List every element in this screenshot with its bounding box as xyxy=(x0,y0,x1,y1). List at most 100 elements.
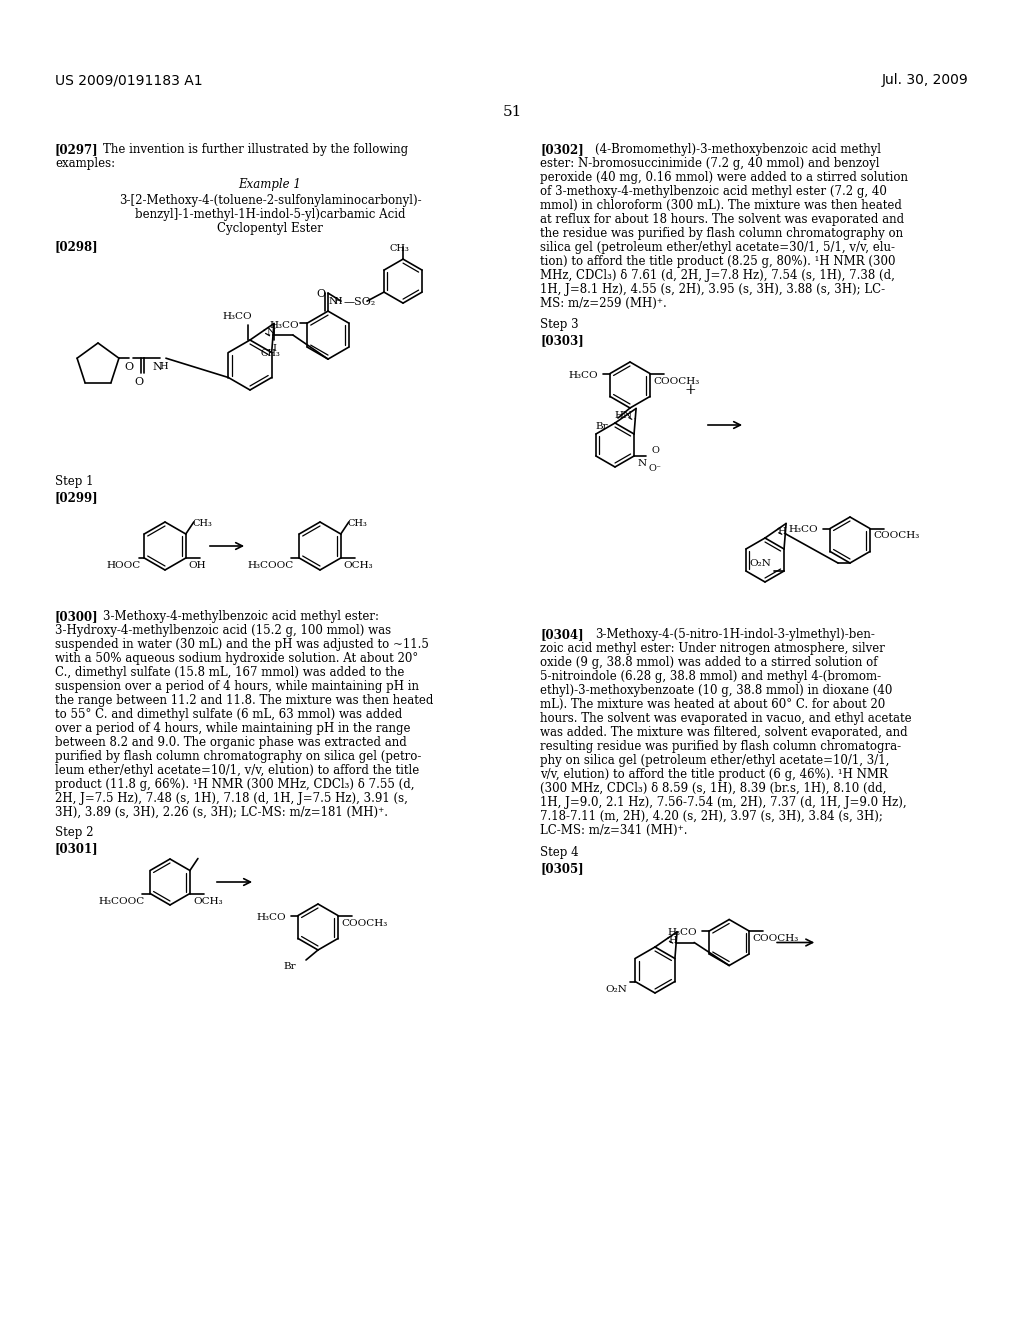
Text: CH₃: CH₃ xyxy=(193,519,213,528)
Text: H₃CO: H₃CO xyxy=(788,525,818,535)
Text: H: H xyxy=(669,936,677,945)
Text: zoic acid methyl ester: Under nitrogen atmosphere, silver: zoic acid methyl ester: Under nitrogen a… xyxy=(540,642,885,655)
Text: ethyl)-3-methoxybenzoate (10 g, 38.8 mmol) in dioxane (40: ethyl)-3-methoxybenzoate (10 g, 38.8 mmo… xyxy=(540,684,892,697)
Text: OCH₃: OCH₃ xyxy=(193,896,222,906)
Text: H₃CO: H₃CO xyxy=(222,312,252,321)
Text: OH: OH xyxy=(188,561,207,570)
Text: N: N xyxy=(328,297,337,306)
Text: purified by flash column chromatography on silica gel (petro-: purified by flash column chromatography … xyxy=(55,750,421,763)
Text: O: O xyxy=(316,289,326,300)
Text: CH₃: CH₃ xyxy=(389,244,409,253)
Text: tion) to afford the title product (8.25 g, 80%). ¹H NMR (300: tion) to afford the title product (8.25 … xyxy=(540,255,896,268)
Text: to 55° C. and dimethyl sulfate (6 mL, 63 mmol) was added: to 55° C. and dimethyl sulfate (6 mL, 63… xyxy=(55,708,402,721)
Text: O: O xyxy=(134,378,143,387)
Text: Step 4: Step 4 xyxy=(540,846,579,859)
Text: H: H xyxy=(333,297,342,306)
Text: MS: m/z=259 (MH)⁺.: MS: m/z=259 (MH)⁺. xyxy=(540,297,667,310)
Text: peroxide (40 mg, 0.16 mmol) were added to a stirred solution: peroxide (40 mg, 0.16 mmol) were added t… xyxy=(540,172,908,183)
Text: mL). The mixture was heated at about 60° C. for about 20: mL). The mixture was heated at about 60°… xyxy=(540,698,886,711)
Text: Step 1: Step 1 xyxy=(55,475,93,488)
Text: 2H, J=7.5 Hz), 7.48 (s, 1H), 7.18 (d, 1H, J=7.5 Hz), 3.91 (s,: 2H, J=7.5 Hz), 7.48 (s, 1H), 7.18 (d, 1H… xyxy=(55,792,408,805)
Text: leum ether/ethyl acetate=10/1, v/v, elution) to afford the title: leum ether/ethyl acetate=10/1, v/v, elut… xyxy=(55,764,419,777)
Text: H₃COOC: H₃COOC xyxy=(247,561,294,570)
Text: MHz, CDCl₃) δ 7.61 (d, 2H, J=7.8 Hz), 7.54 (s, 1H), 7.38 (d,: MHz, CDCl₃) δ 7.61 (d, 2H, J=7.8 Hz), 7.… xyxy=(540,269,895,282)
Text: suspension over a period of 4 hours, while maintaining pH in: suspension over a period of 4 hours, whi… xyxy=(55,680,419,693)
Text: H₃COOC: H₃COOC xyxy=(98,896,144,906)
Text: product (11.8 g, 66%). ¹H NMR (300 MHz, CDCl₃) δ 7.55 (d,: product (11.8 g, 66%). ¹H NMR (300 MHz, … xyxy=(55,777,415,791)
Text: 3-Methoxy-4-(5-nitro-1H-indol-3-ylmethyl)-ben-: 3-Methoxy-4-(5-nitro-1H-indol-3-ylmethyl… xyxy=(595,628,874,642)
Text: between 8.2 and 9.0. The organic phase was extracted and: between 8.2 and 9.0. The organic phase w… xyxy=(55,737,407,748)
Text: —SO₂: —SO₂ xyxy=(343,297,375,308)
Text: COOCH₃: COOCH₃ xyxy=(653,376,699,385)
Text: (300 MHz, CDCl₃) δ 8.59 (s, 1H), 8.39 (br.s, 1H), 8.10 (dd,: (300 MHz, CDCl₃) δ 8.59 (s, 1H), 8.39 (b… xyxy=(540,781,887,795)
Text: H: H xyxy=(777,528,786,536)
Text: N: N xyxy=(153,362,163,372)
Text: 3-[2-Methoxy-4-(toluene-2-sulfonylaminocarbonyl)-: 3-[2-Methoxy-4-(toluene-2-sulfonylaminoc… xyxy=(119,194,421,207)
Text: O: O xyxy=(651,446,659,455)
Text: O⁻: O⁻ xyxy=(648,465,662,473)
Text: 3-Hydroxy-4-methylbenzoic acid (15.2 g, 100 mmol) was: 3-Hydroxy-4-methylbenzoic acid (15.2 g, … xyxy=(55,624,391,638)
Text: silica gel (petroleum ether/ethyl acetate=30/1, 5/1, v/v, elu-: silica gel (petroleum ether/ethyl acetat… xyxy=(540,242,895,253)
Text: H: H xyxy=(159,362,168,371)
Text: Step 2: Step 2 xyxy=(55,826,93,840)
Text: 51: 51 xyxy=(503,106,521,119)
Text: H₃CO: H₃CO xyxy=(256,912,286,921)
Text: [0297]: [0297] xyxy=(55,143,98,156)
Text: C., dimethyl sulfate (15.8 mL, 167 mmol) was added to the: C., dimethyl sulfate (15.8 mL, 167 mmol)… xyxy=(55,667,404,678)
Text: COOCH₃: COOCH₃ xyxy=(872,532,920,540)
Text: oxide (9 g, 38.8 mmol) was added to a stirred solution of: oxide (9 g, 38.8 mmol) was added to a st… xyxy=(540,656,878,669)
Text: HOOC: HOOC xyxy=(106,561,140,570)
Text: Example 1: Example 1 xyxy=(239,178,301,191)
Text: [0304]: [0304] xyxy=(540,628,584,642)
Text: The invention is further illustrated by the following: The invention is further illustrated by … xyxy=(103,143,409,156)
Text: CH₃: CH₃ xyxy=(348,519,368,528)
Text: N: N xyxy=(637,459,646,469)
Text: 7.18-7.11 (m, 2H), 4.20 (s, 2H), 3.97 (s, 3H), 3.84 (s, 3H);: 7.18-7.11 (m, 2H), 4.20 (s, 2H), 3.97 (s… xyxy=(540,810,883,822)
Text: CH₃: CH₃ xyxy=(260,348,280,358)
Text: HN: HN xyxy=(614,412,632,421)
Text: [0300]: [0300] xyxy=(55,610,98,623)
Text: H₃CO: H₃CO xyxy=(269,321,299,330)
Text: [0299]: [0299] xyxy=(55,491,98,504)
Text: O₂N: O₂N xyxy=(749,558,771,568)
Text: ester: N-bromosuccinimide (7.2 g, 40 mmol) and benzoyl: ester: N-bromosuccinimide (7.2 g, 40 mmo… xyxy=(540,157,880,170)
Text: O: O xyxy=(124,362,133,372)
Text: Br: Br xyxy=(284,962,296,972)
Text: Cyclopentyl Ester: Cyclopentyl Ester xyxy=(217,222,323,235)
Text: COOCH₃: COOCH₃ xyxy=(752,935,799,942)
Text: [0298]: [0298] xyxy=(55,240,98,253)
Text: phy on silica gel (petroleum ether/ethyl acetate=10/1, 3/1,: phy on silica gel (petroleum ether/ethyl… xyxy=(540,754,890,767)
Text: examples:: examples: xyxy=(55,157,115,170)
Text: with a 50% aqueous sodium hydroxide solution. At about 20°: with a 50% aqueous sodium hydroxide solu… xyxy=(55,652,418,665)
Text: of 3-methoxy-4-methylbenzoic acid methyl ester (7.2 g, 40: of 3-methoxy-4-methylbenzoic acid methyl… xyxy=(540,185,887,198)
Text: Jul. 30, 2009: Jul. 30, 2009 xyxy=(882,73,968,87)
Text: US 2009/0191183 A1: US 2009/0191183 A1 xyxy=(55,73,203,87)
Text: 3H), 3.89 (s, 3H), 2.26 (s, 3H); LC-MS: m/z=181 (MH)⁺.: 3H), 3.89 (s, 3H), 2.26 (s, 3H); LC-MS: … xyxy=(55,807,388,818)
Text: 1H, J=8.1 Hz), 4.55 (s, 2H), 3.95 (s, 3H), 3.88 (s, 3H); LC-: 1H, J=8.1 Hz), 4.55 (s, 2H), 3.95 (s, 3H… xyxy=(540,282,885,296)
Text: OCH₃: OCH₃ xyxy=(344,561,374,570)
Text: v/v, elution) to afford the title product (6 g, 46%). ¹H NMR: v/v, elution) to afford the title produc… xyxy=(540,768,888,781)
Text: I: I xyxy=(272,343,275,352)
Text: 3-Methoxy-4-methylbenzoic acid methyl ester:: 3-Methoxy-4-methylbenzoic acid methyl es… xyxy=(103,610,379,623)
Text: resulting residue was purified by flash column chromatogra-: resulting residue was purified by flash … xyxy=(540,741,901,752)
Text: Br: Br xyxy=(596,422,608,432)
Text: at reflux for about 18 hours. The solvent was evaporated and: at reflux for about 18 hours. The solven… xyxy=(540,213,904,226)
Text: Step 3: Step 3 xyxy=(540,318,579,331)
Text: [0301]: [0301] xyxy=(55,842,98,855)
Text: 5-nitroindole (6.28 g, 38.8 mmol) and methyl 4-(bromom-: 5-nitroindole (6.28 g, 38.8 mmol) and me… xyxy=(540,671,881,682)
Text: H₃CO: H₃CO xyxy=(568,371,598,380)
Text: 1H, J=9.0, 2.1 Hz), 7.56-7.54 (m, 2H), 7.37 (d, 1H, J=9.0 Hz),: 1H, J=9.0, 2.1 Hz), 7.56-7.54 (m, 2H), 7… xyxy=(540,796,906,809)
Text: mmol) in chloroform (300 mL). The mixture was then heated: mmol) in chloroform (300 mL). The mixtur… xyxy=(540,199,902,213)
Text: hours. The solvent was evaporated in vacuo, and ethyl acetate: hours. The solvent was evaporated in vac… xyxy=(540,711,911,725)
Text: [0305]: [0305] xyxy=(540,862,584,875)
Text: over a period of 4 hours, while maintaining pH in the range: over a period of 4 hours, while maintain… xyxy=(55,722,411,735)
Text: LC-MS: m/z=341 (MH)⁺.: LC-MS: m/z=341 (MH)⁺. xyxy=(540,824,687,837)
Text: COOCH₃: COOCH₃ xyxy=(341,919,387,928)
Text: was added. The mixture was filtered, solvent evaporated, and: was added. The mixture was filtered, sol… xyxy=(540,726,907,739)
Text: the residue was purified by flash column chromatography on: the residue was purified by flash column… xyxy=(540,227,903,240)
Text: the range between 11.2 and 11.8. The mixture was then heated: the range between 11.2 and 11.8. The mix… xyxy=(55,694,433,708)
Text: +: + xyxy=(684,383,696,397)
Text: H₃CO: H₃CO xyxy=(668,928,697,937)
Text: [0303]: [0303] xyxy=(540,334,584,347)
Text: O₂N: O₂N xyxy=(605,985,627,994)
